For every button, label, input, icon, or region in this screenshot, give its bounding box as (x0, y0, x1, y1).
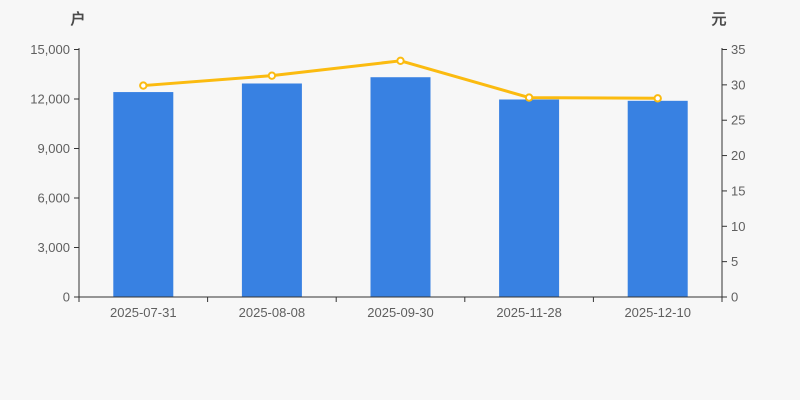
x-axis-category-label: 2025-07-31 (110, 305, 177, 320)
bar-2025-07-31[interactable] (113, 92, 174, 297)
bar-2025-12-10[interactable] (627, 100, 688, 297)
left-axis-tick-label: 12,000 (30, 92, 70, 107)
price-point-2025-09-30[interactable] (396, 56, 405, 66)
price-point-2025-11-28[interactable] (524, 93, 534, 102)
right-axis-tick-label: 25 (731, 113, 745, 128)
left-axis-tick-label: 9,000 (37, 141, 70, 156)
left-axis-tick-label: 6,000 (37, 191, 70, 206)
left-axis-tick-label: 3,000 (37, 240, 70, 255)
right-axis-unit-label: 元 (711, 11, 727, 28)
right-axis-tick-label: 35 (731, 42, 745, 57)
bar-2025-11-28[interactable] (499, 99, 560, 298)
right-axis-tick-label: 30 (731, 77, 745, 92)
bar-2025-08-08[interactable] (241, 83, 302, 298)
x-axis-category-label: 2025-09-30 (367, 305, 434, 320)
left-axis-tick-label: 15,000 (30, 42, 70, 57)
right-axis-tick-label: 15 (731, 183, 745, 198)
right-axis-tick-label: 0 (731, 290, 738, 305)
x-axis-category-label: 2025-08-08 (239, 305, 306, 320)
x-axis-category-label: 2025-11-28 (496, 305, 562, 320)
right-axis-tick-label: 10 (731, 219, 745, 234)
price-point-2025-08-08[interactable] (267, 71, 277, 80)
x-axis-category-label: 2025-12-10 (624, 305, 691, 320)
right-axis-tick-label: 20 (731, 148, 745, 163)
price-point-2025-07-31[interactable] (139, 81, 148, 90)
left-axis-tick-label: 0 (63, 290, 70, 305)
price-point-2025-12-10[interactable] (653, 94, 662, 103)
right-axis-tick-label: 5 (731, 254, 738, 269)
bar-2025-09-30[interactable] (370, 77, 431, 297)
left-axis-unit-label: 户 (70, 11, 86, 28)
